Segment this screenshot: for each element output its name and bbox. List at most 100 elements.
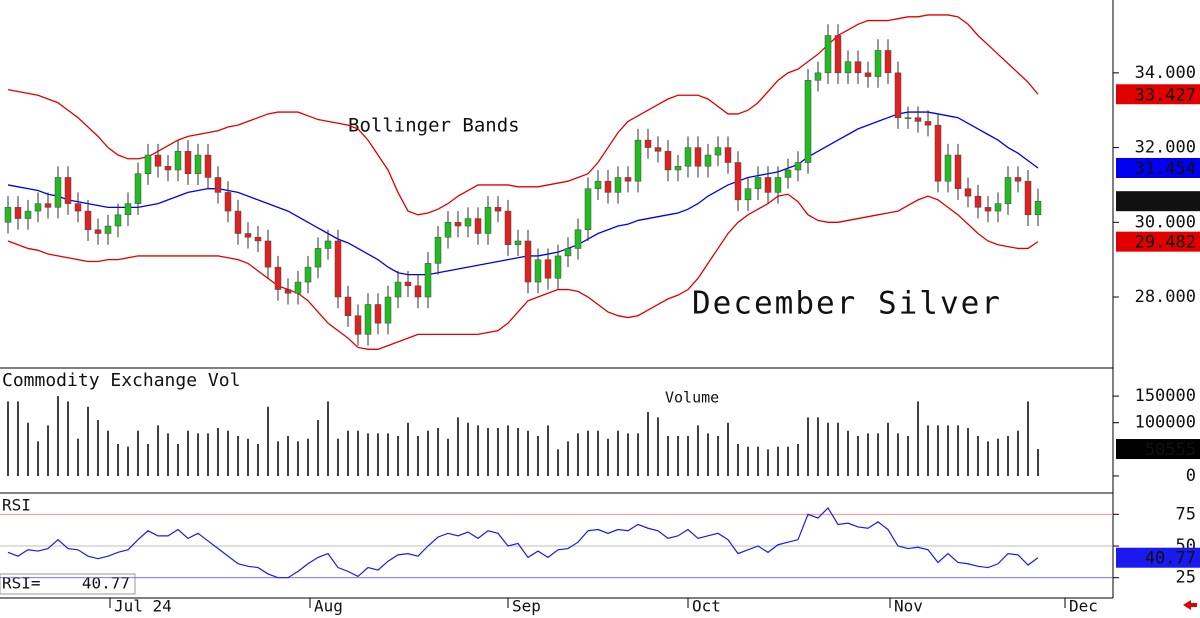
candle-body — [974, 195, 982, 208]
candle-body — [184, 151, 192, 174]
candle-body — [454, 222, 462, 227]
candle-body — [354, 315, 362, 335]
candle-body — [564, 248, 572, 257]
y-tick-label: 30.000 — [1135, 212, 1196, 232]
candle-body — [124, 203, 132, 216]
candle-body — [34, 203, 42, 212]
candle-body — [284, 289, 292, 294]
panel-subtitle: Volume — [665, 389, 719, 407]
candle-body — [374, 304, 382, 324]
candle-body — [214, 177, 222, 193]
candle-body — [474, 218, 482, 234]
candle-body — [264, 240, 272, 268]
last-value: 29.482 — [1135, 233, 1196, 253]
annotation: Bollinger Bands — [348, 115, 520, 137]
panel-title: Commodity Exchange Vol — [2, 370, 240, 391]
candle-body — [14, 207, 22, 219]
candle-body — [944, 154, 952, 182]
candle-body — [904, 117, 912, 119]
x-tick-label: Aug — [314, 597, 343, 616]
candle-body — [4, 207, 12, 223]
candle-body — [1024, 180, 1032, 216]
candle-body — [334, 240, 342, 298]
candle-body — [174, 151, 182, 171]
candle-body — [164, 166, 172, 171]
candle-body — [464, 218, 472, 227]
candle-body — [254, 236, 262, 242]
candle-body — [54, 177, 62, 208]
candle-body — [784, 169, 792, 178]
candle-body — [64, 177, 72, 204]
scroll-arrow[interactable] — [1183, 600, 1197, 610]
candle-body — [964, 188, 972, 197]
candle-body — [654, 147, 662, 152]
candle-body — [494, 207, 502, 212]
candle-body — [384, 296, 392, 324]
candle-body — [1014, 177, 1022, 182]
candle-body — [844, 61, 852, 74]
candle-body — [444, 222, 452, 238]
candle-body — [554, 255, 562, 279]
last-value: 30.565 — [1135, 192, 1196, 212]
candle-body — [144, 154, 152, 174]
candle-body — [984, 207, 992, 212]
panel-title: RSI — [2, 496, 31, 515]
x-tick-label: Nov — [894, 597, 923, 616]
candle-body — [274, 266, 282, 290]
last-value-box — [1116, 439, 1200, 460]
candle-body — [194, 154, 202, 174]
candle-body — [514, 240, 522, 245]
y-tick-label: 34.000 — [1135, 63, 1196, 83]
candle-body — [724, 147, 732, 163]
candle-body — [394, 281, 402, 298]
candle-body — [434, 236, 442, 264]
candle-body — [224, 192, 232, 212]
y-tick-label: 150000 — [1135, 386, 1196, 406]
candle-body — [134, 173, 142, 204]
rsi-readout-value: 40.77 — [82, 574, 130, 593]
candle-body — [604, 180, 612, 193]
last-value-box — [1116, 547, 1200, 568]
candle-body — [314, 248, 322, 268]
candle-body — [634, 139, 642, 182]
chart-title: December Silver — [692, 286, 1002, 322]
last-value: 50555 — [1145, 440, 1196, 460]
candle-body — [824, 35, 832, 74]
y-tick-label: 32.000 — [1135, 138, 1196, 158]
candle-body — [524, 240, 532, 283]
candle-body — [94, 229, 102, 234]
candle-body — [714, 147, 722, 156]
candle-body — [104, 225, 112, 234]
x-tick-label: Dec — [1069, 597, 1098, 616]
candle-body — [344, 296, 352, 316]
candle-body — [24, 210, 32, 219]
candle-body — [804, 80, 812, 163]
last-value-box — [1116, 157, 1200, 178]
candle-body — [1004, 177, 1012, 204]
x-tick-label: Oct — [692, 597, 721, 616]
candle-body — [664, 151, 672, 171]
x-tick-label: Sep — [512, 597, 541, 616]
candle-body — [584, 188, 592, 231]
candle-body — [674, 166, 682, 171]
x-tick-label: Jul 24 — [114, 597, 172, 616]
candle-body — [534, 259, 542, 283]
candle-body — [914, 117, 922, 122]
candle-body — [684, 147, 692, 167]
band-line — [7, 111, 1039, 276]
candle-body — [924, 121, 932, 126]
candle-body — [1034, 200, 1042, 216]
candle-body — [594, 180, 602, 189]
last-value: 31.454 — [1135, 159, 1196, 179]
last-value-box — [1116, 84, 1200, 105]
candle-body — [364, 304, 372, 335]
candle-body — [644, 139, 652, 148]
candle-body — [704, 154, 712, 167]
rsi-line — [7, 506, 1039, 579]
y-tick-label: 0 — [1186, 466, 1196, 486]
last-value: 33.427 — [1135, 85, 1196, 105]
candle-body — [294, 281, 302, 294]
candle-body — [694, 147, 702, 167]
